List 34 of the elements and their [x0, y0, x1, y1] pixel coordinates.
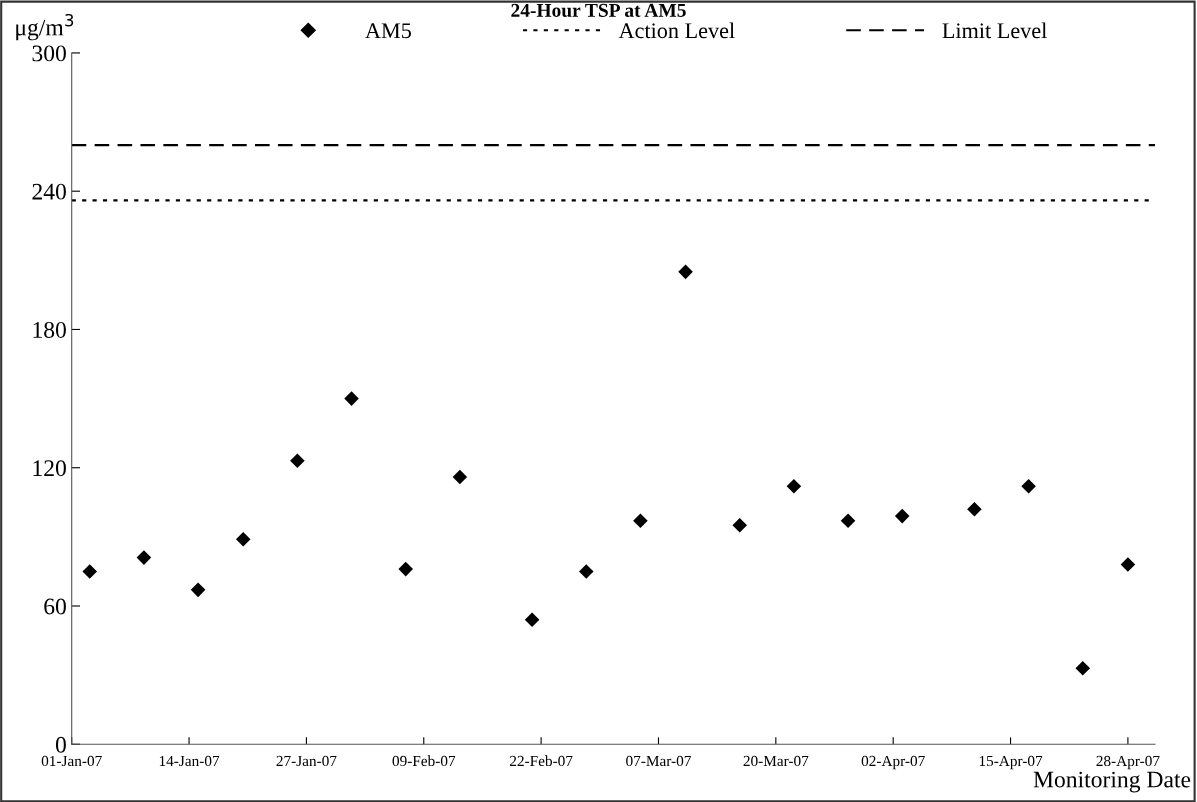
y-axis-title: μg/m$^{3}$ — [16, 13, 74, 41]
x-tick-label: 27-Jan-07 — [276, 755, 337, 767]
x-axis-title: Monitoring Date — [1033, 771, 1191, 793]
point — [136, 550, 152, 565]
point — [235, 531, 251, 547]
y-tick-label: 180 — [33, 321, 66, 338]
point — [840, 513, 856, 529]
point — [190, 582, 206, 598]
legend-label: Action Level — [618, 22, 735, 39]
x-tick-label: 28-Apr-07 — [1096, 755, 1160, 770]
point — [894, 508, 910, 524]
point — [290, 453, 305, 469]
point — [82, 564, 98, 579]
x-tick-label: 15-Apr-07 — [979, 755, 1043, 770]
x-tick-label: 22-Feb-07 — [509, 755, 573, 767]
y-tick-label: 300 — [32, 45, 66, 62]
legend-label: AM5 — [365, 23, 411, 39]
x-tick-label: 01-Jan-07 — [41, 755, 102, 767]
x-tick-label: 14-Jan-07 — [159, 755, 220, 767]
legend-label: Limit Level — [942, 22, 1047, 39]
y-tick-label: 120 — [33, 460, 66, 477]
y-tick-label: 240 — [32, 183, 66, 200]
y-tick-label: 60 — [44, 598, 66, 615]
point — [1120, 557, 1136, 572]
point — [1021, 478, 1036, 494]
point — [967, 501, 982, 517]
x-tick-label: 07-Mar-07 — [626, 755, 691, 767]
y-tick-label: 0 — [55, 736, 66, 753]
x-tick-label: 02-Apr-07 — [861, 755, 925, 770]
chart-title: 24-Hour TSP at AM5 — [511, 3, 686, 17]
x-tick-label: 09-Feb-07 — [392, 755, 456, 767]
point — [344, 391, 359, 406]
x-tick-label: 20-Mar-07 — [743, 755, 809, 767]
point — [1075, 660, 1091, 676]
